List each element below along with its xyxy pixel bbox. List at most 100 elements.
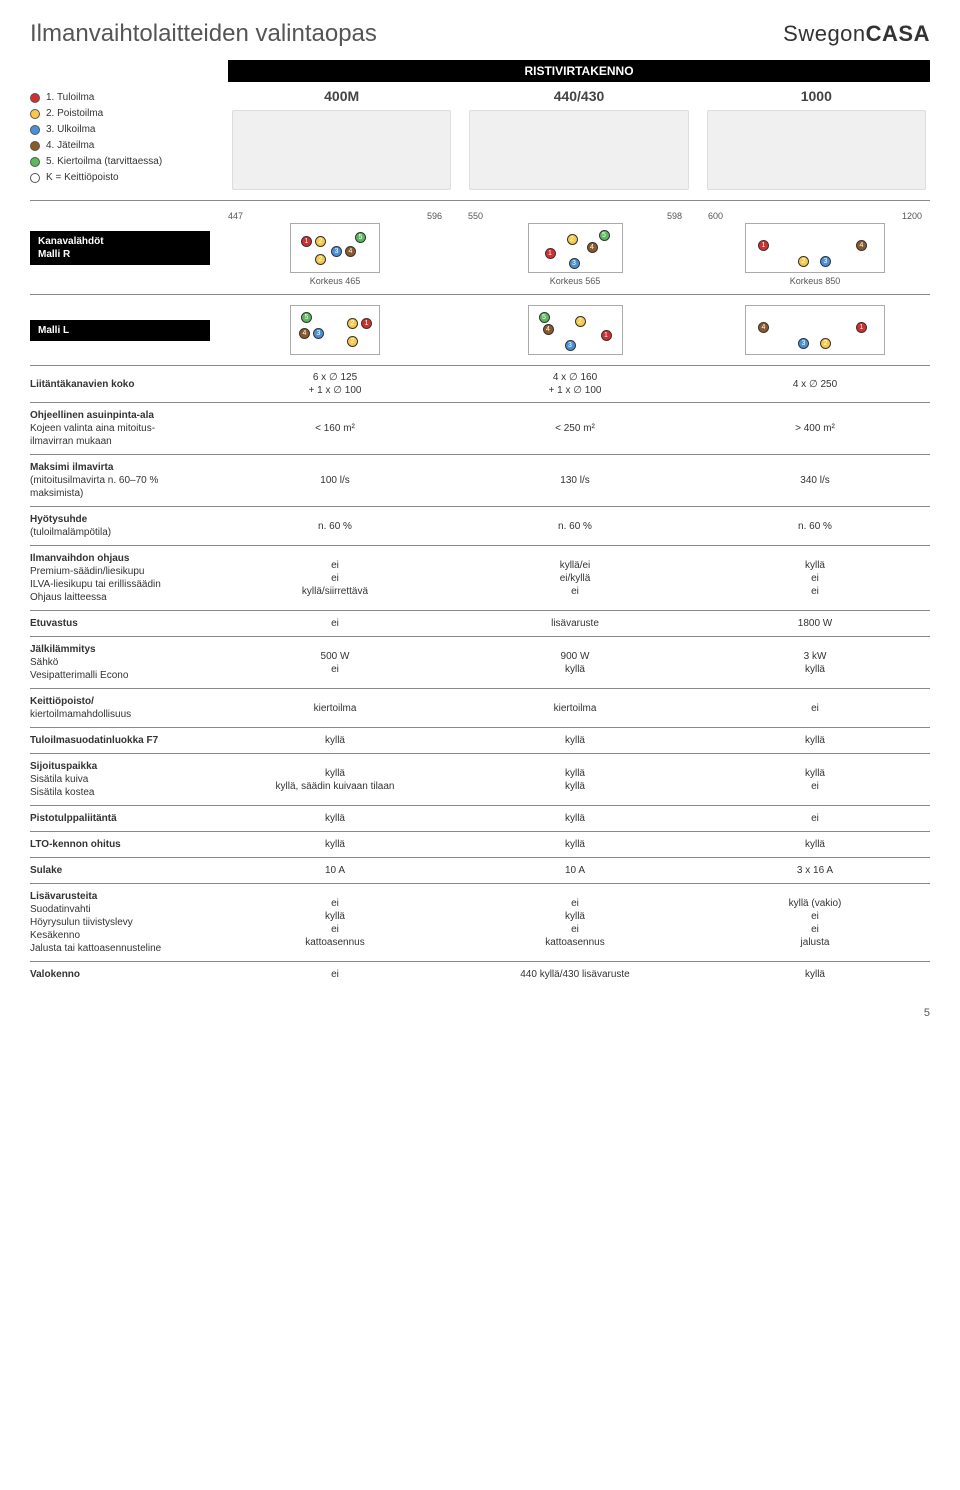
- row-value: kyllä: [460, 813, 690, 824]
- port-dot: 3: [569, 258, 580, 269]
- model-name: 400M: [228, 88, 455, 104]
- legend-label: 5. Kiertoilma (tarvittaessa): [46, 154, 162, 170]
- port-dot: 1: [601, 330, 612, 341]
- row-label: Etuvastus: [30, 617, 210, 630]
- data-row: Tuloilmasuodatinluokka F7kylläkylläkyllä: [30, 727, 930, 753]
- model-image: [232, 110, 451, 190]
- legend-dot: [30, 141, 40, 151]
- row-value: eikylläeikattoasennus: [220, 898, 450, 948]
- legend-dot: [30, 125, 40, 135]
- diag-r-1: 55059825143Korkeus 565: [460, 207, 690, 288]
- models-wrap: RISTIVIRTAKENNO 400M440/4301000: [228, 60, 930, 190]
- row-value: n. 60 %: [220, 521, 450, 532]
- row-value: 1800 W: [700, 618, 930, 629]
- legend: 1. Tuloilma2. Poistoilma3. Ulkoilma4. Jä…: [30, 60, 210, 186]
- row-value: 440 kyllä/430 lisävaruste: [460, 969, 690, 980]
- kanava-l-label: Malli L: [30, 320, 210, 341]
- legend-item: 1. Tuloilma: [30, 90, 210, 106]
- row-value: 900 Wkyllä: [460, 651, 690, 675]
- row-value: 6 x ∅ 125+ 1 x ∅ 100: [220, 372, 450, 396]
- port-dot: 4: [758, 322, 769, 333]
- row-label: JälkilämmitysSähköVesipatterimalli Econo: [30, 643, 210, 682]
- page-title: Ilmanvaihtolaitteiden valintaopas: [30, 20, 377, 48]
- legend-label: K = Keittiöpoisto: [46, 170, 119, 186]
- row-label: Hyötysuhde(tuloilmalämpötila): [30, 513, 210, 539]
- row-value: kyllä: [700, 969, 930, 980]
- model-column: 400M: [228, 88, 455, 190]
- row-value: kyllä: [220, 813, 450, 824]
- port-dot: 3: [820, 256, 831, 267]
- row-value: ei: [700, 813, 930, 824]
- row-value: kyllä/eiei/kylläei: [460, 560, 690, 597]
- model-column: 1000: [703, 88, 930, 190]
- brand-prefix: Swegon: [783, 21, 866, 46]
- row-value: n. 60 %: [460, 521, 690, 532]
- port-dot: 2: [820, 338, 831, 349]
- port-dot: 3: [331, 246, 342, 257]
- port-diagram: 54213: [528, 305, 623, 355]
- row-value: kylläeiei: [700, 560, 930, 597]
- port-dot: 3: [798, 338, 809, 349]
- row-label: SijoituspaikkaSisätila kuivaSisätila kos…: [30, 760, 210, 799]
- port-dot: 3: [313, 328, 324, 339]
- port-dot: 5: [355, 232, 366, 243]
- legend-dot: [30, 173, 40, 183]
- row-value: eieikyllä/siirrettävä: [220, 560, 450, 597]
- legend-item: 5. Kiertoilma (tarvittaessa): [30, 154, 210, 170]
- port-diagram: 125342: [290, 223, 380, 273]
- row-value: lisävaruste: [460, 618, 690, 629]
- kanava-r-label: Kanavalähdöt Malli R: [30, 231, 210, 265]
- port-dot: 2: [567, 234, 578, 245]
- row-kanava-l: Malli L 543212 54213 4132: [30, 294, 930, 365]
- data-row: Pistotulppaliitäntäkylläkylläei: [30, 805, 930, 831]
- row-label: Maksimi ilmavirta(mitoitusilmavirta n. 6…: [30, 461, 210, 500]
- row-value: 500 Wei: [220, 651, 450, 675]
- port-dot: 1: [301, 236, 312, 247]
- legend-label: 2. Poistoilma: [46, 106, 103, 122]
- row-sublabel: Sisätila kuivaSisätila kostea: [30, 773, 210, 799]
- port-dot: 1: [545, 248, 556, 259]
- row-value: n. 60 %: [700, 521, 930, 532]
- row-label: Tuloilmasuodatinluokka F7: [30, 734, 210, 747]
- diag-l-2: 4 1 32: [700, 301, 930, 359]
- row-sublabel: SähköVesipatterimalli Econo: [30, 656, 210, 682]
- port-dot: 3: [565, 340, 576, 351]
- model-column: 440/430: [465, 88, 692, 190]
- row-sublabel: kiertoilmamahdollisuus: [30, 708, 210, 721]
- port-dot: 2: [347, 336, 358, 347]
- data-row: LisävarusteitaSuodatinvahtiHöyrysulun ti…: [30, 883, 930, 961]
- row-sublabel: Kojeen valinta aina mitoitus-ilmavirran …: [30, 422, 210, 448]
- row-value: kylläei: [700, 768, 930, 792]
- row-label: LTO-kennon ohitus: [30, 838, 210, 851]
- row-label: Pistotulppaliitäntä: [30, 812, 210, 825]
- row-label: LisävarusteitaSuodatinvahtiHöyrysulun ti…: [30, 890, 210, 955]
- port-dot: 4: [587, 242, 598, 253]
- korkeus-label: Korkeus 850: [704, 276, 926, 286]
- model-name: 1000: [703, 88, 930, 104]
- row-label: Liitäntäkanavien koko: [30, 378, 210, 391]
- page-number: 5: [30, 1007, 930, 1019]
- row-value: kyllä: [460, 839, 690, 850]
- row-value: kyllä: [220, 735, 450, 746]
- port-diagram: 4 1 32: [745, 305, 885, 355]
- row-label: Keittiöpoisto/kiertoilmamahdollisuus: [30, 695, 210, 721]
- port-dot: 5: [301, 312, 312, 323]
- port-diagram: 1423: [745, 223, 885, 273]
- row-value: eikylläeikattoasennus: [460, 898, 690, 948]
- row-value: 3 x 16 A: [700, 865, 930, 876]
- row-label: Valokenno: [30, 968, 210, 981]
- row-value: ei: [220, 969, 450, 980]
- model-image: [469, 110, 688, 190]
- port-dot: 4: [543, 324, 554, 335]
- data-row: Valokenno ei 440 kyllä/430 lisävaruste kyll…: [30, 961, 930, 987]
- korkeus-label: Korkeus 465: [224, 276, 446, 286]
- data-row: JälkilämmitysSähköVesipatterimalli Econo…: [30, 636, 930, 688]
- data-row: SijoituspaikkaSisätila kuivaSisätila kos…: [30, 753, 930, 805]
- port-dot: 4: [856, 240, 867, 251]
- port-dot: 2: [575, 316, 586, 327]
- row-kanava-r: Kanavalähdöt Malli R 447596125342Korkeus…: [30, 200, 930, 294]
- legend-dot: [30, 157, 40, 167]
- port-dot: 1: [856, 322, 867, 333]
- row-value: kyllä: [220, 839, 450, 850]
- diag-r-2: 60012001423Korkeus 850: [700, 207, 930, 288]
